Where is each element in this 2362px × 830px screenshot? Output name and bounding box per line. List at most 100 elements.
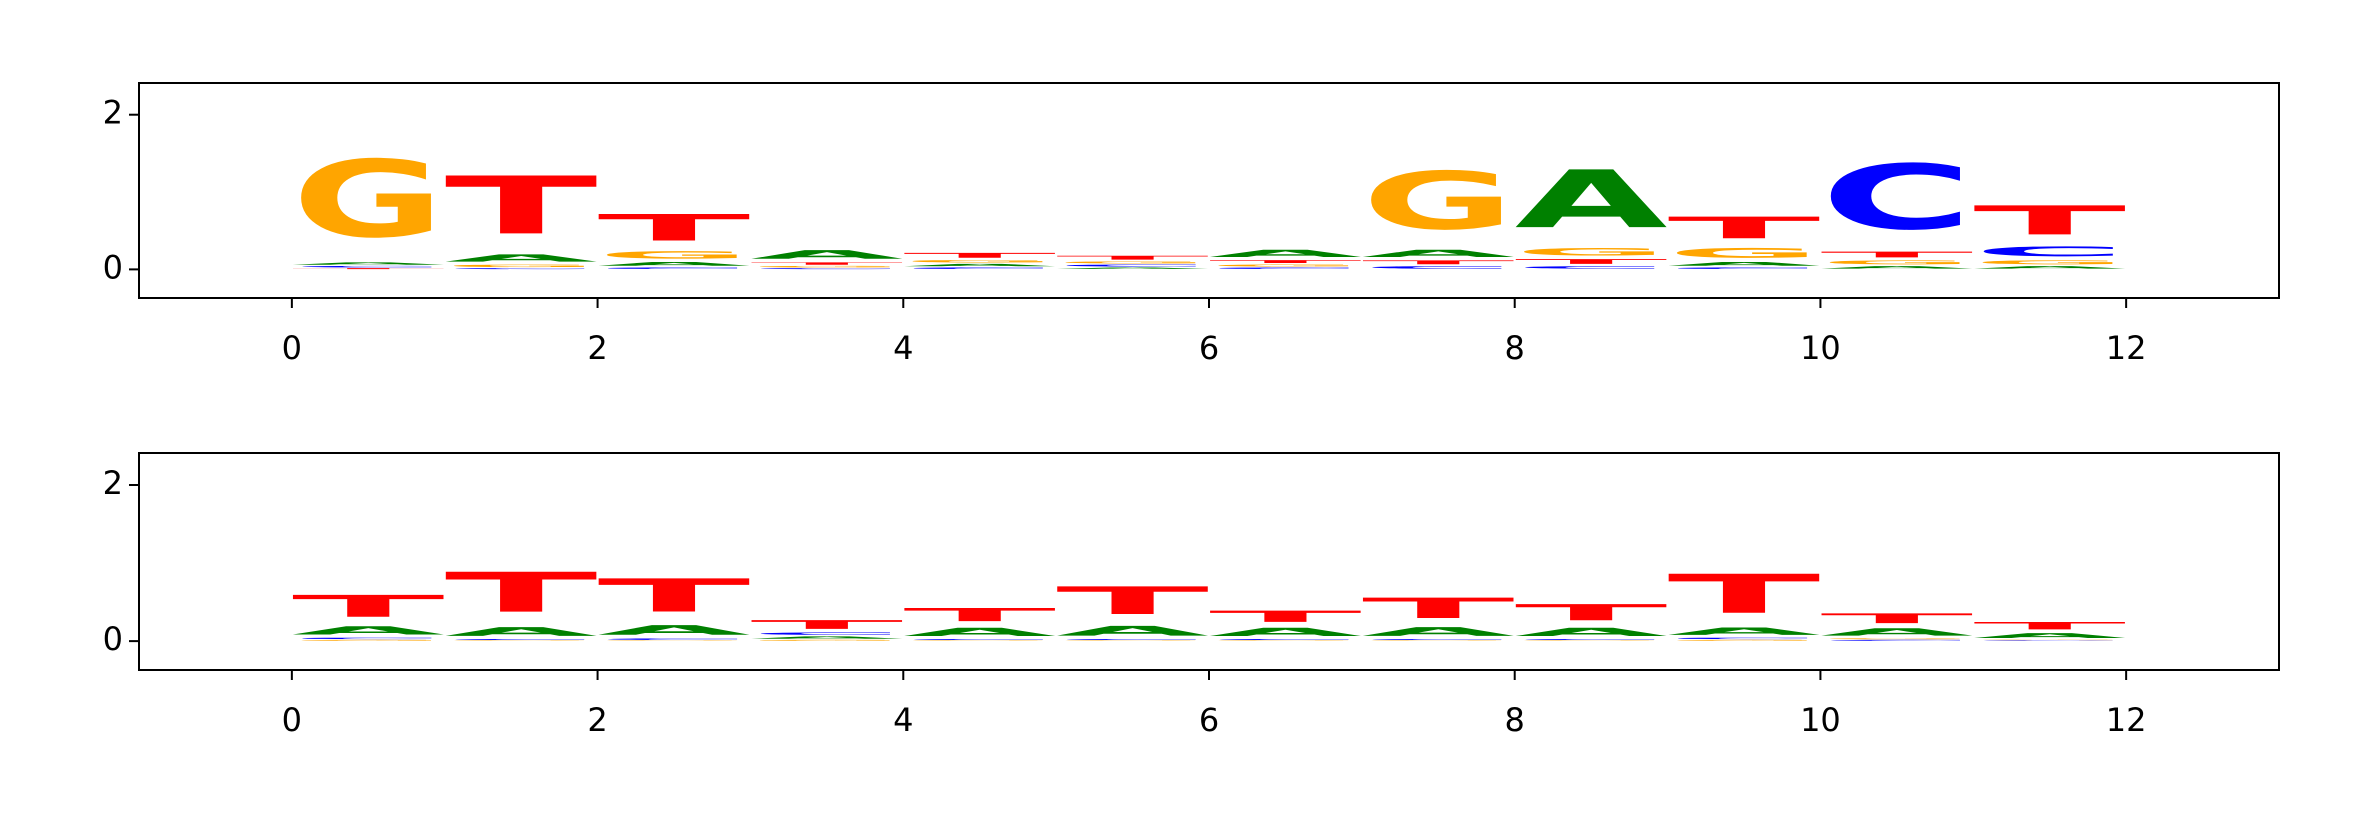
logo-letter: C bbox=[903, 267, 1056, 269]
logo-letter: T bbox=[445, 160, 598, 252]
logo-letter: T bbox=[1362, 592, 1515, 625]
logo-letter: G bbox=[1515, 640, 1668, 641]
logo-letter: G bbox=[292, 138, 445, 262]
logo-letter: A bbox=[903, 626, 1056, 639]
logo-letter: A bbox=[1973, 266, 2126, 270]
logo-letter: C bbox=[1973, 640, 2126, 641]
logo-letter: C bbox=[903, 639, 1056, 641]
logo-letter: G bbox=[1056, 640, 1209, 641]
logo-letter: C bbox=[1973, 244, 2126, 259]
panel: TCAGCGATCAGTCGTACAGTACGTCGTACTAGCTGACAGT… bbox=[103, 82, 2280, 367]
logo-letter: C bbox=[1209, 267, 1362, 269]
logo-letter: A bbox=[292, 262, 445, 266]
logo-letter: C bbox=[1056, 264, 1209, 267]
logo-letter: A bbox=[292, 624, 445, 637]
logo-letter: T bbox=[1820, 611, 1973, 626]
logo-letter: A bbox=[1668, 261, 1821, 267]
logo-letter: A bbox=[598, 622, 751, 638]
logo-letter: T bbox=[1209, 608, 1362, 626]
logo-letter: T bbox=[1973, 198, 2126, 244]
logo-letter: G bbox=[1973, 640, 2126, 641]
logo-letter: T bbox=[598, 570, 751, 623]
logo-letter: C bbox=[1362, 266, 1515, 270]
logo-letter: G bbox=[903, 259, 1056, 263]
logo-letter: T bbox=[1973, 620, 2126, 632]
logo-letter: T bbox=[1362, 259, 1515, 265]
logo-letter: G bbox=[1668, 245, 1821, 260]
logo-letter: A bbox=[598, 261, 751, 267]
x-tick-label: 0 bbox=[282, 701, 302, 739]
logo-letter: A bbox=[1209, 248, 1362, 260]
logo-letter: G bbox=[445, 640, 598, 641]
logo-letter: A bbox=[1209, 626, 1362, 639]
logo-letter: C bbox=[1209, 639, 1362, 641]
x-tick-label: 12 bbox=[2106, 701, 2147, 739]
logo-letter: C bbox=[598, 638, 751, 640]
logo-letter: T bbox=[1668, 211, 1821, 246]
logo-letter: G bbox=[1056, 261, 1209, 264]
logo-letter: T bbox=[292, 589, 445, 624]
x-tick-label: 2 bbox=[587, 701, 607, 739]
logo-letter: T bbox=[1668, 564, 1821, 626]
logo-letter: A bbox=[1056, 623, 1209, 639]
logo-letter: A bbox=[1820, 266, 1973, 270]
logo-letter: G bbox=[445, 264, 598, 268]
x-tick-label: 8 bbox=[1505, 329, 1525, 367]
logo-letter: G bbox=[1668, 640, 1821, 642]
logo-letter: G bbox=[1209, 640, 1362, 641]
x-tick-label: 8 bbox=[1505, 701, 1525, 739]
logo-letter: C bbox=[1515, 639, 1668, 641]
logo-letter: C bbox=[598, 267, 751, 269]
logo-letter: A bbox=[1668, 626, 1821, 638]
x-tick-label: 6 bbox=[1199, 329, 1219, 367]
logo-letter: A bbox=[1515, 154, 1668, 246]
logo-letter: C bbox=[1820, 640, 1973, 642]
logo-letter: G bbox=[750, 266, 903, 268]
logo-letter: A bbox=[1820, 626, 1973, 638]
logo-letter: G bbox=[1362, 155, 1515, 248]
logo-letter: T bbox=[1056, 255, 1209, 261]
y-tick-label: 2 bbox=[103, 94, 123, 132]
logo-letter: A bbox=[1362, 625, 1515, 639]
logo-letter: C bbox=[750, 632, 903, 636]
logo-letter: T bbox=[1209, 259, 1362, 264]
logo-letter: G bbox=[750, 640, 903, 642]
logo-letter: T bbox=[750, 262, 903, 266]
logo-letter: C bbox=[445, 639, 598, 641]
logo-letter: G bbox=[598, 640, 751, 641]
logo-letter: T bbox=[750, 618, 903, 632]
x-tick-label: 10 bbox=[1800, 701, 1841, 739]
logo-letter: G bbox=[1362, 640, 1515, 641]
logo-letter: C bbox=[445, 268, 598, 270]
logo-letter: T bbox=[1515, 600, 1668, 626]
x-tick-label: 4 bbox=[893, 701, 913, 739]
logo-letter: G bbox=[1515, 246, 1668, 258]
x-tick-label: 6 bbox=[1199, 701, 1219, 739]
logo-letter: A bbox=[1973, 632, 2126, 640]
logo-letter: C bbox=[292, 266, 445, 268]
y-tick-label: 2 bbox=[103, 464, 123, 502]
logo-letter: C bbox=[1056, 639, 1209, 641]
logo-letter: G bbox=[1209, 264, 1362, 267]
logo-letter: T bbox=[598, 207, 751, 249]
logo-letter: T bbox=[1820, 250, 1973, 259]
x-tick-label: 2 bbox=[587, 329, 607, 367]
logo-letter: A bbox=[445, 625, 598, 639]
logo-letter: C bbox=[1362, 639, 1515, 641]
logo-letter: C bbox=[1820, 146, 1973, 250]
x-tick-label: 4 bbox=[893, 329, 913, 367]
logo-letter: C bbox=[750, 268, 903, 270]
x-tick-label: 10 bbox=[1800, 329, 1841, 367]
logo-letter: T bbox=[292, 268, 445, 270]
logo-letter: C bbox=[1668, 267, 1821, 269]
logo-letter: G bbox=[1820, 259, 1973, 265]
logo-letter: G bbox=[1973, 259, 2126, 265]
panel: GCATGCATGCATGACTGCATGCATGCATGCATGCATGCAT… bbox=[103, 452, 2280, 739]
logo-letter: A bbox=[445, 252, 598, 264]
logo-letter: G bbox=[598, 249, 751, 261]
logo-letter: T bbox=[903, 252, 1056, 260]
logo-letter: A bbox=[1362, 248, 1515, 260]
logo-letter: T bbox=[445, 561, 598, 624]
logo-letter: A bbox=[1515, 626, 1668, 639]
